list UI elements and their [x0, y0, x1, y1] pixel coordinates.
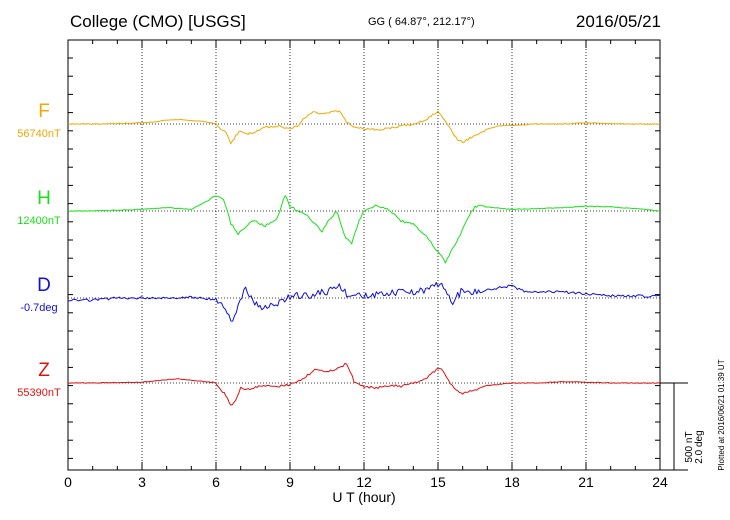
- scale-bar-deg-label: 2.0 deg: [694, 430, 705, 463]
- series-line-f: [67, 110, 661, 145]
- scale-bar-nt-label: 500 nT: [684, 431, 695, 462]
- scale-bar: 500 nT 2.0 deg: [660, 382, 705, 471]
- series-name-f: F: [38, 101, 50, 122]
- series-line-h: [67, 195, 660, 264]
- series-line-z: [67, 362, 661, 406]
- x-axis-title: U T (hour): [332, 489, 395, 505]
- x-tick-label-12: 12: [356, 474, 372, 490]
- x-tick-label-24: 24: [652, 474, 668, 490]
- series-line-d: [67, 281, 661, 322]
- axis-ticks: [67, 40, 661, 470]
- series-lines: [67, 110, 661, 406]
- series-baseline-value-z: 55390nT: [17, 387, 61, 399]
- x-tick-label-18: 18: [504, 474, 520, 490]
- geographic-coordinates: GG ( 64.87°, 212.17°): [368, 16, 475, 28]
- series-name-d: D: [37, 275, 51, 296]
- series-name-z: Z: [38, 360, 50, 381]
- x-tick-labels: 0 3 6 9 12 15 18 21 24: [64, 474, 668, 490]
- x-tick-label-0: 0: [64, 474, 72, 490]
- x-tick-label-15: 15: [430, 474, 446, 490]
- series-name-h: H: [37, 188, 51, 209]
- x-tick-label-6: 6: [212, 474, 220, 490]
- series-baseline-value-d: -0.7deg: [20, 302, 57, 314]
- series-baseline-value-f: 56740nT: [17, 128, 61, 140]
- grid-lines: [141, 40, 587, 470]
- series-baseline-value-h: 12400nT: [17, 215, 61, 227]
- plotted-timestamp: Plotted at 2016/06/21 01:39 UT: [717, 359, 726, 470]
- x-tick-label-21: 21: [578, 474, 594, 490]
- plot-date: 2016/05/21: [575, 12, 661, 31]
- plot-frame: [67, 39, 661, 471]
- x-tick-label-3: 3: [138, 474, 146, 490]
- series-labels: F 56740nT H 12400nT D -0.7deg Z 55390nT: [17, 101, 61, 399]
- station-title: College (CMO) [USGS]: [70, 12, 246, 31]
- x-tick-label-9: 9: [286, 474, 294, 490]
